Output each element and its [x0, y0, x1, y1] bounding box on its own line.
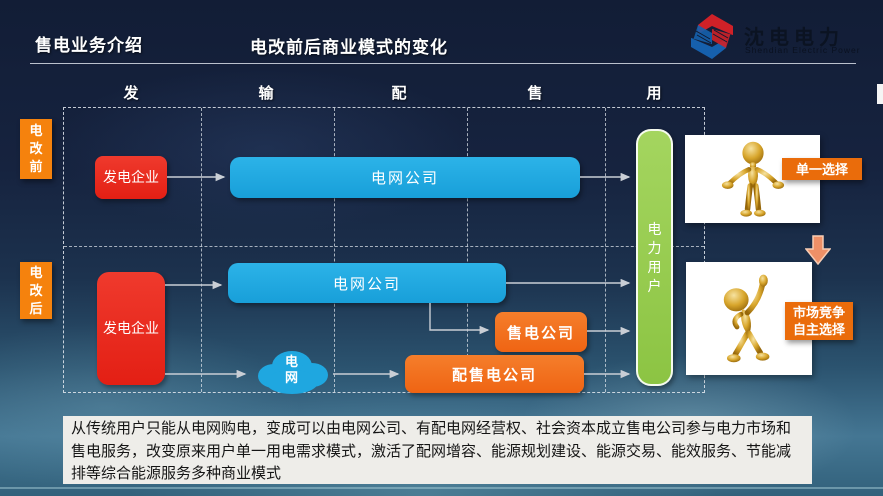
row-label-before-reform: 电改前: [20, 119, 52, 179]
grid-line-horizontal-rows: [64, 246, 704, 247]
power-user-text: 电力用户: [647, 220, 662, 294]
node-generator-before: 发电企业: [95, 156, 167, 199]
callout-market-line2: 自主选择: [792, 322, 845, 337]
hexagon-s-logo-icon: [688, 13, 736, 60]
node-generator-after: 发电企业: [97, 272, 165, 385]
logo-subtitle: Shendian Electric Power: [745, 45, 861, 55]
title-divider: [30, 63, 856, 64]
callout-market-line1: 市场竞争: [792, 305, 845, 320]
grid-line-vertical-1: [201, 108, 202, 392]
grid-line-vertical-4: [605, 108, 606, 392]
cloud-label: 电网: [284, 354, 298, 385]
right-edge-sliver: [877, 84, 883, 104]
slide-title: 电改前后商业模式的变化: [250, 38, 448, 57]
column-header-generation: 发: [123, 85, 139, 102]
diagram-grid: [63, 107, 705, 393]
node-grid-company-after: 电网公司: [228, 263, 506, 303]
callout-single-choice: 单一选择: [782, 158, 862, 180]
column-header-distribution: 配: [391, 85, 407, 102]
column-header-sales: 售: [527, 85, 543, 102]
grid-line-vertical-2: [334, 108, 335, 392]
node-grid-cloud: 电网: [250, 342, 334, 396]
callout-single-choice-text: 单一选择: [795, 161, 848, 177]
footer-description: 从传统用户只能从电网购电，变成可以由电网公司、有配电网经营权、社会资本成立售电公…: [63, 416, 812, 484]
company-logo: 沈电电力 Shendian Electric Power: [688, 13, 878, 63]
gold-figure-pointing-up-image: [723, 274, 770, 362]
cloud-icon: [258, 351, 328, 394]
callout-market-choice: 市场竞争 自主选择: [785, 302, 853, 340]
logo-name: 沈电电力: [744, 27, 844, 49]
node-power-user: 电力用户: [636, 129, 673, 386]
down-arrow-icon: [805, 235, 831, 265]
row-label-after-text: 电改后: [29, 264, 43, 316]
row-label-after-reform: 电改后: [20, 262, 52, 319]
node-grid-company-before: 电网公司: [230, 157, 580, 198]
grid-line-vertical-3: [467, 108, 468, 392]
column-header-transmission: 输: [258, 85, 274, 102]
gold-figure-open-arms-image: [721, 141, 784, 217]
background-light-band: [0, 487, 883, 489]
page-title: 售电业务介绍: [35, 36, 143, 55]
node-sales-company: 售电公司: [495, 312, 587, 352]
row-label-before-text: 电改前: [29, 123, 43, 174]
node-distribution-sales-company: 配售电公司: [405, 355, 584, 393]
column-header-use: 用: [646, 85, 662, 102]
